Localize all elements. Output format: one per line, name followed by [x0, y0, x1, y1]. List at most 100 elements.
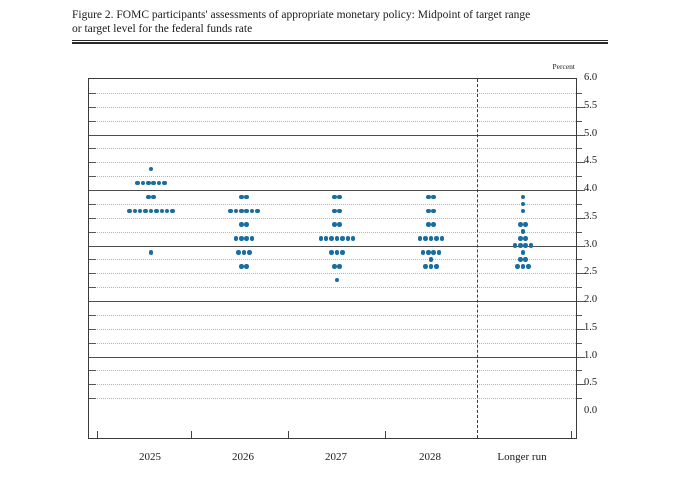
y-tick-right [577, 190, 585, 191]
projection-dot [151, 194, 156, 200]
gridline-dotted [89, 120, 576, 122]
projection-dot [431, 222, 436, 227]
x-axis-tick [191, 431, 192, 438]
projection-dot [523, 236, 528, 241]
gridline-dotted [89, 384, 576, 386]
projection-dot [249, 236, 255, 241]
y-tick-right [577, 398, 582, 400]
projection-dot [244, 194, 249, 200]
projection-dot [520, 201, 526, 207]
y-axis-label: 0.5 [584, 377, 598, 389]
y-tick-right [577, 106, 585, 108]
x-axis-tick [97, 431, 98, 438]
projection-dot [239, 194, 244, 200]
figure-title: Figure 2. FOMC participants' assessments… [72, 8, 612, 36]
plot-area [88, 78, 585, 439]
longer-run-separator-line [477, 79, 478, 438]
gridline-dotted [89, 203, 576, 205]
y-axis-label: 3.5 [584, 210, 598, 222]
projection-dot [523, 222, 528, 227]
projection-dot [518, 257, 523, 262]
y-tick-right [577, 356, 585, 358]
projection-dot [428, 236, 434, 241]
projection-dot [132, 208, 138, 214]
gridline-dotted [89, 398, 576, 400]
projection-dot [520, 264, 526, 269]
y-tick-right [577, 301, 585, 302]
gridline-solid [89, 356, 576, 358]
projection-dot [244, 208, 249, 214]
projection-dot [345, 236, 351, 241]
projection-dot [140, 180, 146, 186]
projection-dot [431, 194, 436, 200]
projection-dot [518, 222, 523, 227]
projection-dot [233, 236, 239, 241]
projection-dot [143, 208, 148, 214]
projection-dot [512, 243, 518, 248]
projection-dot [528, 243, 534, 248]
gridline-dotted [89, 148, 576, 150]
projection-dot [323, 236, 329, 241]
projection-dot [249, 208, 255, 214]
projection-dot [148, 166, 154, 172]
projection-dot [423, 236, 428, 241]
projection-dot [334, 250, 340, 255]
projection-dot [337, 264, 342, 269]
projection-dot [428, 257, 434, 262]
gridline-dotted [89, 259, 576, 261]
projection-dot [515, 264, 520, 269]
projection-dot [127, 208, 132, 214]
y-tick-right [577, 120, 582, 122]
y-tick-right [577, 176, 582, 178]
projection-dot [244, 222, 249, 227]
figure-title-line2: or target level for the federal funds ra… [72, 23, 253, 35]
gridline-dotted [89, 273, 576, 275]
y-tick-left [89, 273, 96, 275]
projection-dot [334, 236, 340, 241]
y-tick-left [89, 162, 96, 164]
x-axis-label-2027: 2027 [325, 451, 347, 463]
x-axis-tick [385, 431, 386, 438]
projection-dot [247, 250, 252, 255]
x-axis-tick [571, 431, 572, 438]
projection-dot [241, 250, 247, 255]
projection-dot [350, 236, 356, 241]
gridline-solid [89, 245, 576, 247]
y-tick-right [577, 342, 582, 344]
projection-dot [426, 222, 431, 227]
projection-dot [426, 250, 431, 255]
y-axis-label: 1.5 [584, 321, 598, 333]
projection-dot [148, 250, 154, 255]
projection-dot [154, 208, 159, 214]
gridline-dotted [89, 106, 576, 108]
projection-dot [520, 229, 526, 234]
projection-dot [332, 264, 337, 269]
projection-dot [518, 243, 523, 248]
projection-dot [426, 208, 431, 214]
gridline-dotted [89, 176, 576, 178]
y-tick-left [89, 287, 96, 289]
projection-dot [332, 208, 337, 214]
projection-dot [135, 180, 140, 186]
projection-dot [523, 243, 528, 248]
x-axis-label-2025: 2025 [139, 451, 161, 463]
projection-dot [318, 236, 324, 241]
projection-dot [162, 180, 167, 186]
y-tick-left [89, 148, 96, 150]
projection-dot [228, 208, 233, 214]
y-tick-left [89, 106, 96, 108]
projection-dot [439, 236, 445, 241]
gridline-dotted [89, 287, 576, 289]
y-tick-left [89, 328, 96, 330]
gridline-solid [89, 134, 576, 136]
projection-dot [255, 208, 260, 214]
figure-title-line1: Figure 2. FOMC participants' assessments… [72, 9, 531, 21]
y-axis-label: 1.0 [584, 349, 598, 361]
projection-dot [431, 250, 436, 255]
projection-dot [426, 194, 431, 200]
gridline-dotted [89, 92, 576, 94]
projection-dot [337, 222, 342, 227]
y-tick-left [89, 203, 96, 205]
y-tick-left [89, 176, 96, 178]
